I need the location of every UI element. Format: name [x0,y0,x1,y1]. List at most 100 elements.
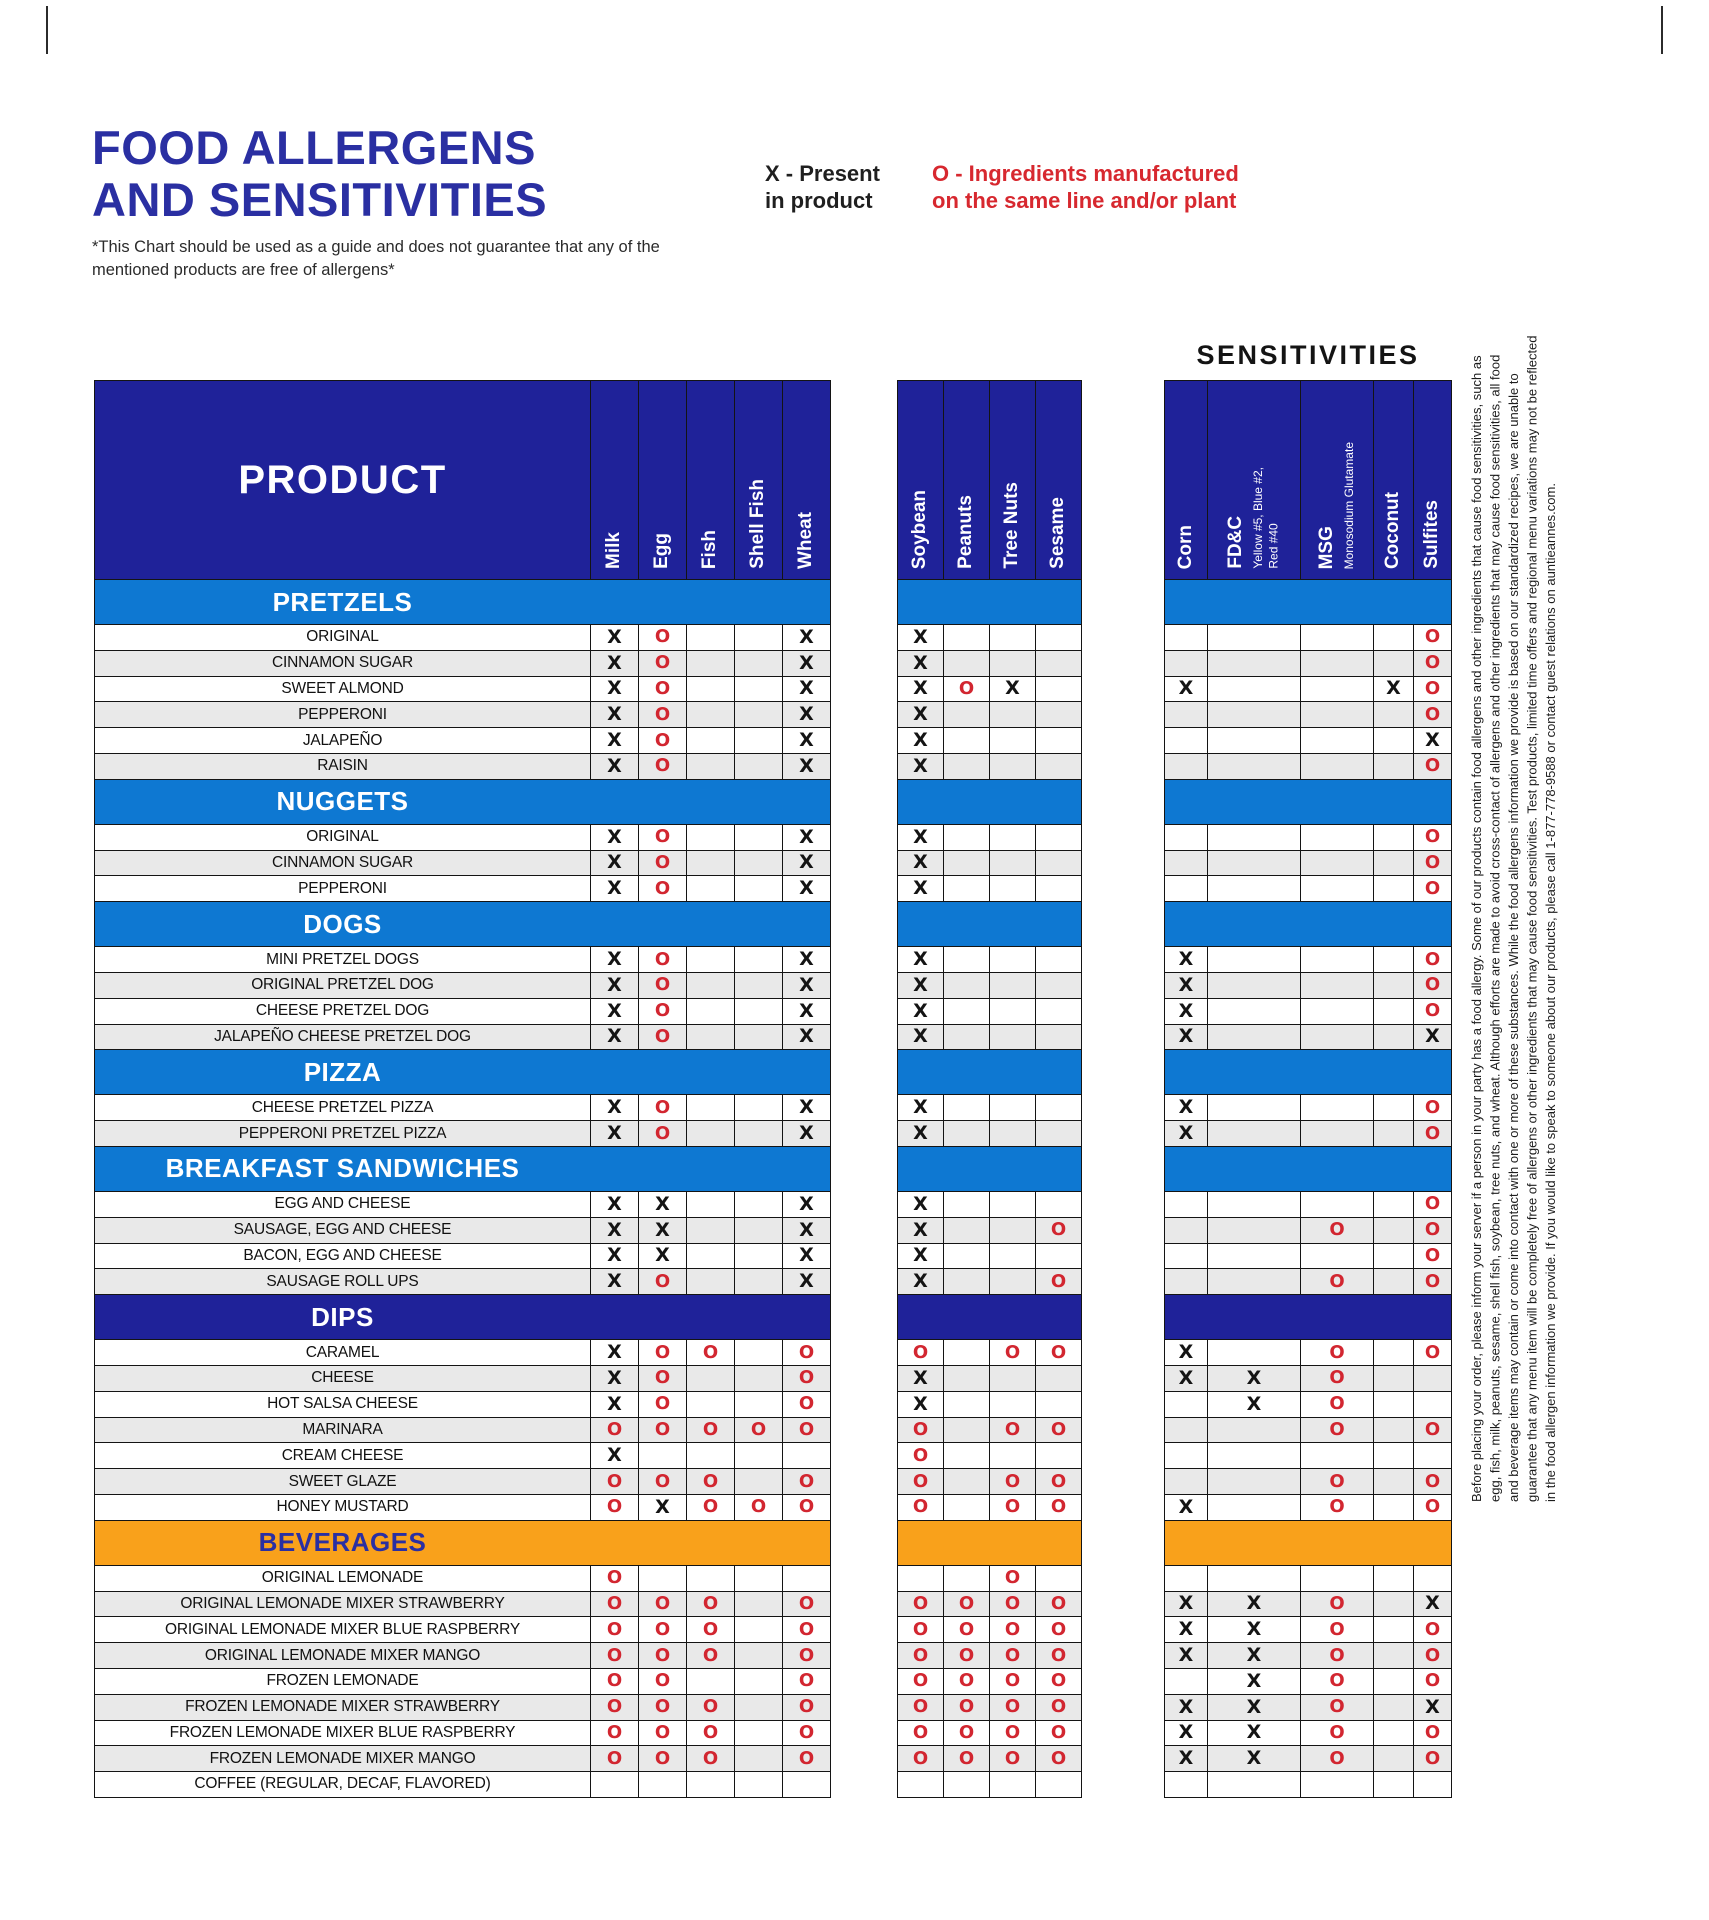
mark-cell: O [639,1121,686,1146]
x-mark: X [1425,1592,1440,1615]
mark-cell: X [1165,1024,1207,1050]
o-mark: O [958,677,975,699]
mark-cell: X [898,947,943,972]
product-cell: PEPPERONI [95,876,590,902]
mark-cell: X [1208,1720,1300,1746]
mark-cell [1208,1121,1300,1146]
mark-cell: O [783,1720,830,1746]
mark-cell [735,1391,782,1417]
o-mark: O [606,1644,623,1666]
mark-cell: O [1301,1746,1373,1772]
mark-cell [735,1668,782,1694]
mark-cell: X [783,1191,830,1217]
mark-cell [944,728,989,753]
section-band-pizza [1165,1050,1451,1095]
mark-cell [1301,1121,1373,1146]
x-mark: X [799,651,814,674]
x-mark: X [913,1218,928,1241]
section-band-dogs: DOGS [95,902,830,947]
mark-cell [1036,753,1081,779]
mark-cell [1208,753,1300,779]
mark-cell: O [1414,650,1451,676]
mark-cell [1414,1443,1451,1469]
mark-cell [1374,1565,1413,1591]
mark-cell [944,850,989,876]
o-mark: O [912,1618,929,1640]
mark-cell [1301,1772,1373,1797]
o-mark: O [1050,1341,1067,1363]
o-mark: O [958,1670,975,1692]
mark-cell: O [639,1720,686,1746]
mark-cell: X [1208,1365,1300,1391]
mark-cell: O [1036,1417,1081,1443]
section-label: PIZZA [303,1056,382,1087]
x-mark: X [607,1122,622,1145]
mark-cell [1301,998,1373,1024]
section-label: BREAKFAST SANDWICHES [165,1153,520,1184]
mark-cell: X [1414,728,1451,753]
mark-cell: O [944,1720,989,1746]
mark-cell: X [591,1095,638,1121]
mark-cell: X [1165,676,1207,702]
mark-cell: O [639,1340,686,1365]
mark-cell: O [1301,1269,1373,1295]
o-mark: O [798,1721,815,1743]
mark-cell: O [898,1494,943,1520]
mark-cell [783,1443,830,1469]
column-label: MSG Monosodium Glutamate [1316,442,1357,569]
mark-cell [1208,1417,1300,1443]
o-mark: O [1050,1592,1067,1614]
o-mark: O [1050,1696,1067,1718]
o-mark: O [1004,1721,1021,1743]
o-mark: O [1329,1592,1345,1614]
mark-cell [990,753,1035,779]
mark-cell: O [783,1746,830,1772]
o-mark: O [798,1341,815,1363]
x-mark: X [913,948,928,971]
mark-cell [1036,876,1081,902]
column-name: FD&C [1224,516,1246,569]
mark-cell [1301,1191,1373,1217]
o-mark: O [654,755,671,777]
x-mark: X [607,999,622,1022]
mark-cell [1036,728,1081,753]
mark-cell: O [1301,1417,1373,1443]
mark-cell: O [687,1494,734,1520]
mark-cell: X [783,728,830,753]
mark-cell: O [639,1746,686,1772]
mark-cell [735,753,782,779]
mark-cell: O [639,1391,686,1417]
mark-cell: X [1165,947,1207,972]
x-mark: X [799,703,814,726]
mark-cell [1301,1243,1373,1269]
mark-cell: O [591,1617,638,1643]
mark-cell [944,702,989,728]
mark-cell [735,1243,782,1269]
mark-cell [735,1469,782,1494]
o-mark: O [798,1592,815,1614]
mark-cell: O [898,1617,943,1643]
mark-cell: O [1414,1340,1451,1365]
mark-cell: O [898,1643,943,1668]
mark-cell: X [1208,1391,1300,1417]
mark-cell: X [1374,676,1413,702]
column-label: Coconut [1382,492,1404,569]
mark-cell: O [1036,1643,1081,1668]
mark-cell: O [639,1469,686,1494]
mark-cell: X [591,947,638,972]
mark-cell: O [1414,1720,1451,1746]
x-mark: X [1178,1122,1194,1145]
mark-cell [735,1217,782,1243]
mark-cell [1165,728,1207,753]
x-mark: X [799,1270,814,1293]
mark-cell: O [639,625,686,650]
mark-cell [990,1269,1035,1295]
page-title: FOOD ALLERGENS AND SENSITIVITIES [92,122,547,226]
mark-cell [1165,1417,1207,1443]
mark-cell: O [1301,1469,1373,1494]
mark-cell [1036,676,1081,702]
mark-cell [1165,1191,1207,1217]
mark-cell: O [639,1668,686,1694]
mark-cell [735,1565,782,1591]
x-mark: X [799,851,814,874]
